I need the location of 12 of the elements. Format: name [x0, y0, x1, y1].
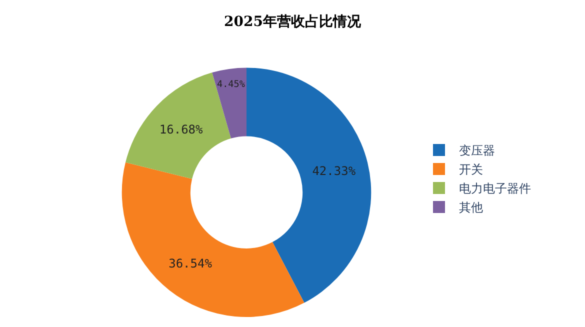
chart-title: 2025年营收占比情况	[224, 14, 362, 30]
legend-label: 电力电子器件	[459, 182, 531, 196]
donut-slice	[246, 68, 371, 303]
donut-slice	[122, 162, 304, 317]
legend-label: 变压器	[459, 144, 495, 158]
legend-label: 开关	[459, 162, 483, 177]
data-label: 36.54%	[168, 256, 213, 270]
data-label: 4.45%	[217, 79, 246, 90]
donut-slice	[212, 68, 246, 138]
data-label: 16.68%	[159, 122, 204, 137]
data-label: 42.33%	[312, 164, 356, 178]
legend-label: 其他	[459, 200, 483, 215]
